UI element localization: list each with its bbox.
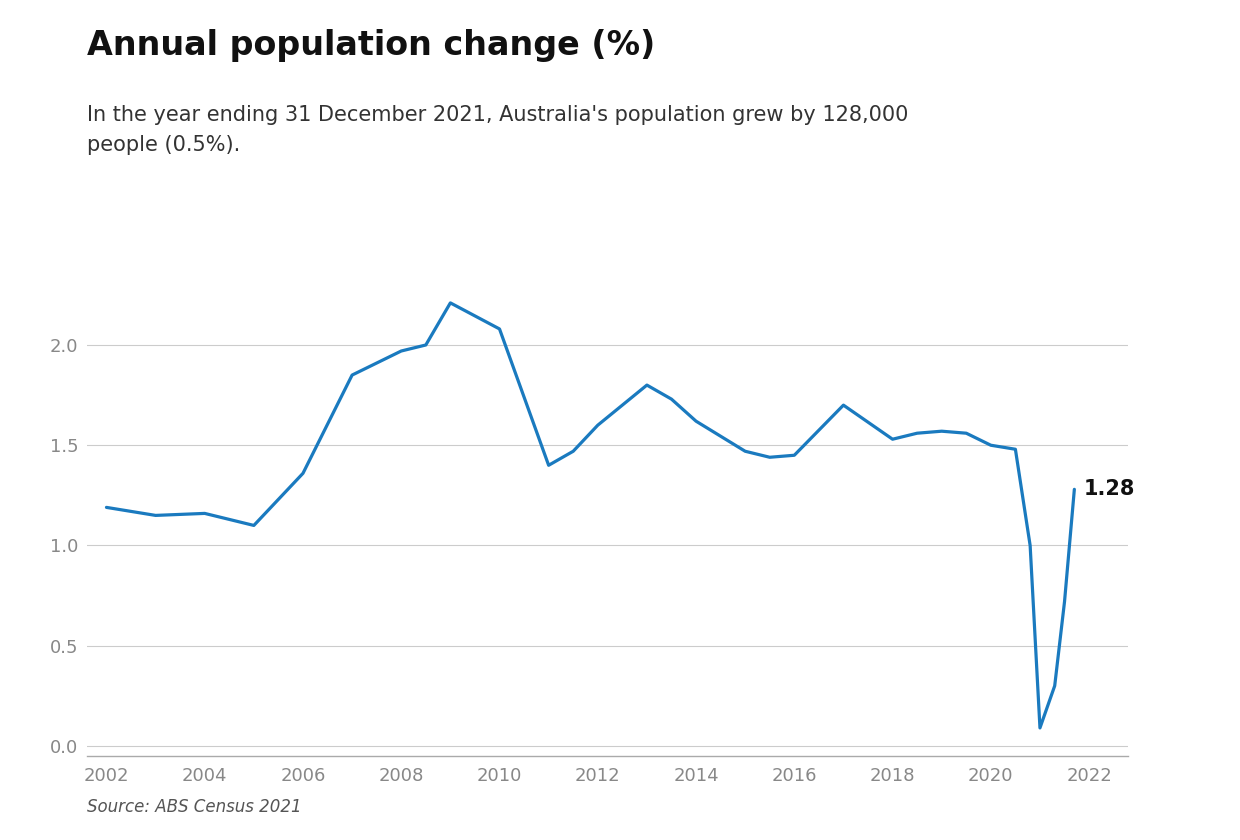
- Text: In the year ending 31 December 2021, Australia's population grew by 128,000
peop: In the year ending 31 December 2021, Aus…: [87, 105, 908, 155]
- Text: Annual population change (%): Annual population change (%): [87, 29, 655, 62]
- Text: 1.28: 1.28: [1084, 480, 1135, 499]
- Text: Source: ABS Census 2021: Source: ABS Census 2021: [87, 799, 301, 816]
